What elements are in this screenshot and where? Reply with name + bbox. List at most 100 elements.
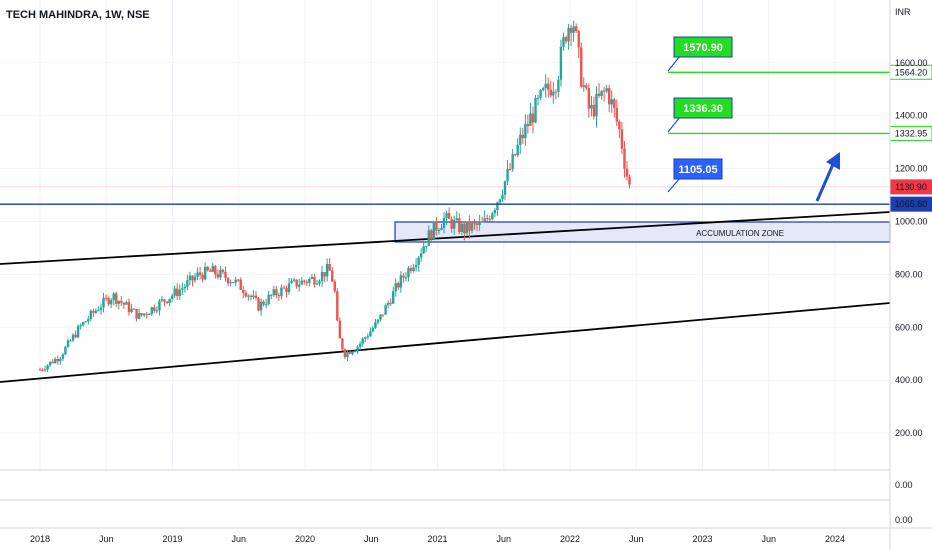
candle[interactable] [526,114,530,134]
candle[interactable] [320,265,324,287]
candle[interactable] [557,75,560,98]
candle[interactable] [38,367,42,371]
candle[interactable] [346,349,349,361]
candle[interactable] [404,272,408,282]
candle[interactable] [389,298,392,307]
candle[interactable] [366,333,370,340]
candle[interactable] [361,337,364,347]
candle[interactable] [142,313,146,318]
candle[interactable] [196,267,199,281]
candle[interactable] [216,269,220,280]
candle[interactable] [524,114,527,146]
candle[interactable] [46,364,49,373]
candle[interactable] [94,308,98,315]
candle[interactable] [64,345,67,356]
callout-1336[interactable]: 1336.30 [667,97,733,133]
candle[interactable] [417,255,420,272]
candle[interactable] [602,86,606,102]
candle[interactable] [442,212,446,234]
candle[interactable] [562,32,565,51]
candle[interactable] [163,298,166,307]
candle[interactable] [569,24,573,47]
candle[interactable] [247,294,250,301]
candle[interactable] [66,338,70,348]
candle[interactable] [547,77,550,98]
candle[interactable] [224,266,227,282]
candle[interactable] [262,299,265,307]
candle[interactable] [290,278,293,284]
candle[interactable] [580,42,583,89]
candle[interactable] [541,86,545,92]
candle[interactable] [170,293,174,302]
candle[interactable] [285,285,288,298]
candle[interactable] [145,312,148,319]
candle[interactable] [297,278,301,292]
candle[interactable] [475,221,479,232]
candle[interactable] [608,84,611,112]
candle[interactable] [358,341,362,351]
candle[interactable] [534,94,537,124]
candle[interactable] [135,308,138,322]
candle[interactable] [201,272,204,283]
candle[interactable] [473,218,476,230]
candle[interactable] [226,277,230,287]
candle[interactable] [343,348,347,360]
candle[interactable] [115,291,118,308]
candle[interactable] [89,309,93,322]
candle[interactable] [455,211,458,222]
candle[interactable] [445,210,448,225]
candle[interactable] [153,304,156,314]
candle[interactable] [74,330,77,339]
candle[interactable] [501,189,504,203]
candle[interactable] [392,286,395,305]
candle[interactable] [549,80,552,98]
candle[interactable] [519,127,522,154]
candle[interactable] [353,349,357,353]
candle[interactable] [43,366,47,372]
price-tag[interactable]: 1130.90 [889,179,932,195]
candle[interactable] [323,272,326,282]
candle[interactable] [605,84,608,94]
candle[interactable] [567,24,570,50]
candle[interactable] [397,281,400,290]
candle[interactable] [480,216,484,223]
candle[interactable] [104,294,108,302]
candle[interactable] [150,306,154,317]
candle[interactable] [239,277,242,291]
candle[interactable] [447,207,451,219]
candle[interactable] [242,285,245,299]
candle[interactable] [148,313,151,315]
candle[interactable] [577,29,580,59]
candle[interactable] [219,266,222,280]
candle[interactable] [491,211,494,221]
candle[interactable] [69,339,72,342]
candle[interactable] [81,321,85,327]
candle[interactable] [79,323,82,330]
candle[interactable] [425,245,428,252]
candle[interactable] [618,119,621,139]
candle[interactable] [155,306,159,314]
candle[interactable] [531,106,535,134]
candle[interactable] [280,284,283,300]
candle[interactable] [183,283,187,293]
candle[interactable] [341,337,344,351]
candle[interactable] [191,275,194,287]
candle[interactable] [120,296,123,307]
candle[interactable] [122,302,126,309]
candle[interactable] [252,290,255,300]
candle[interactable] [127,298,131,316]
upper-trendline[interactable] [0,211,891,265]
candle[interactable] [554,89,558,100]
candle[interactable] [303,279,306,285]
candle[interactable] [336,288,339,322]
candle[interactable] [132,307,136,310]
candle[interactable] [178,284,181,300]
candle[interactable] [486,214,489,222]
candle[interactable] [465,221,469,236]
candle[interactable] [41,368,44,372]
candle[interactable] [483,210,486,223]
candle[interactable] [463,221,466,241]
candle[interactable] [460,221,464,235]
candle[interactable] [620,122,624,155]
candle[interactable] [186,274,189,291]
